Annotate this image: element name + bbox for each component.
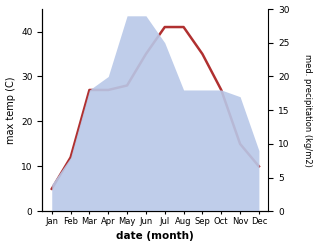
- Y-axis label: med. precipitation (kg/m2): med. precipitation (kg/m2): [303, 54, 313, 167]
- X-axis label: date (month): date (month): [116, 231, 194, 242]
- Y-axis label: max temp (C): max temp (C): [5, 76, 16, 144]
